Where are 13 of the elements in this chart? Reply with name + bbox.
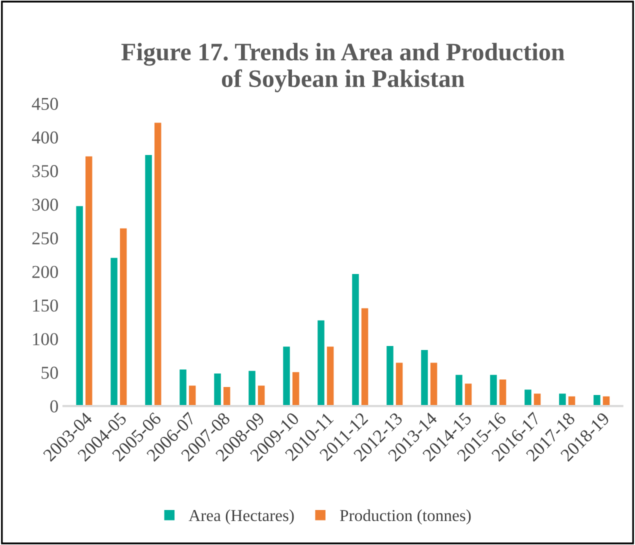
y-tick-label: 0 [50, 400, 58, 412]
y-tick-label: 200 [32, 266, 58, 278]
y-tick-label: 450 [32, 98, 58, 110]
y-tick-label: 350 [32, 165, 58, 178]
legend-label: Production (tonnes) [340, 509, 471, 525]
chart-title: Figure 17. Trends in Area and Production of Soybean in Pakistan [121, 42, 564, 92]
y-tick-label: 150 [33, 299, 58, 312]
legend-label: Area (Hectares) [188, 509, 294, 525]
y-tick-label: 50 [42, 366, 58, 379]
y-tick-label: 100 [33, 333, 58, 346]
y-tick-label: 250 [32, 232, 58, 244]
y-tick-label: 400 [32, 131, 58, 144]
y-tick-label: 300 [32, 198, 58, 211]
